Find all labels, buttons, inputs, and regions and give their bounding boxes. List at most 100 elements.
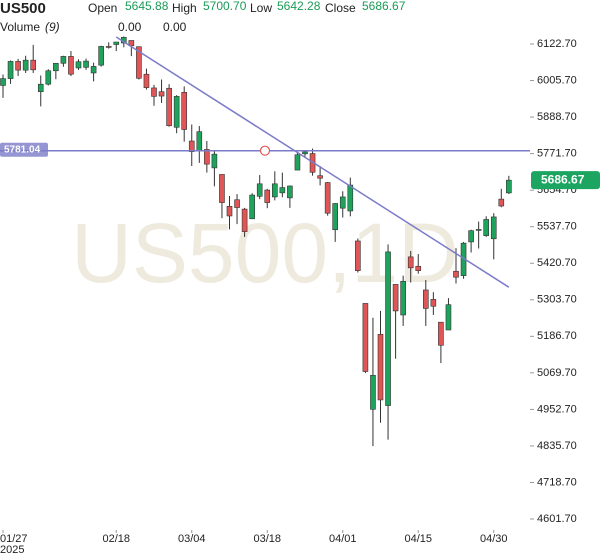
candle-body bbox=[181, 92, 187, 130]
volume-period: (9) bbox=[45, 20, 60, 34]
open-label: Open bbox=[88, 1, 117, 15]
candle-body bbox=[241, 208, 248, 232]
plot-area: US500,1D bbox=[0, 36, 530, 447]
x-tick-label: 03/18 bbox=[253, 533, 281, 545]
candle-body bbox=[392, 284, 399, 312]
candle-body bbox=[234, 199, 240, 208]
candle-body bbox=[166, 87, 172, 127]
candle-body bbox=[279, 187, 286, 194]
x-tick-label: 04/01 bbox=[329, 533, 357, 545]
candle-body bbox=[15, 61, 21, 71]
candle-body bbox=[332, 203, 339, 231]
candle-body bbox=[53, 62, 59, 72]
candle-body bbox=[196, 131, 203, 151]
candle-body bbox=[219, 174, 225, 203]
candle-body bbox=[151, 87, 157, 97]
candle-body bbox=[22, 59, 29, 71]
x-tick-label: 02/18 bbox=[102, 533, 130, 545]
candle-body bbox=[483, 219, 490, 236]
hline-tag bbox=[0, 142, 48, 157]
candle-body bbox=[264, 189, 271, 203]
candle-body bbox=[324, 182, 331, 214]
y-tick-label: 5888.70 bbox=[537, 111, 577, 123]
y-tick-label: 6122.70 bbox=[537, 38, 577, 50]
candle-body bbox=[7, 61, 14, 79]
y-tick-label: 5069.70 bbox=[537, 367, 577, 379]
alert-marker bbox=[259, 145, 271, 156]
candle-body bbox=[226, 206, 233, 217]
y-tick-label: 6005.70 bbox=[537, 74, 577, 86]
candle-body bbox=[136, 46, 142, 79]
candle-body bbox=[0, 78, 6, 86]
candle-body bbox=[158, 91, 165, 97]
low-label: Low bbox=[250, 1, 272, 15]
y-tick-label: 4718.70 bbox=[537, 476, 577, 488]
candle-body bbox=[407, 256, 414, 269]
x-year-label: 2025 bbox=[0, 544, 24, 556]
candle-body bbox=[430, 299, 437, 307]
candle-body bbox=[453, 270, 459, 278]
candle-body bbox=[385, 251, 391, 406]
close-value: 5686.67 bbox=[362, 0, 406, 13]
y-tick-label: 5771.70 bbox=[537, 148, 577, 160]
candle-body bbox=[339, 196, 346, 209]
x-tick-label: 04/30 bbox=[480, 533, 508, 545]
y-tick-label: 4601.70 bbox=[537, 513, 577, 525]
candle-body bbox=[302, 151, 308, 155]
candle-body bbox=[415, 265, 422, 271]
candle-body bbox=[294, 154, 301, 171]
candle-body bbox=[347, 184, 354, 212]
y-tick-label: 5186.70 bbox=[537, 330, 577, 342]
volume-value: 0.00 bbox=[118, 20, 142, 34]
candle-body bbox=[173, 96, 180, 128]
high-value: 5700.70 bbox=[203, 0, 247, 13]
candle-body bbox=[438, 321, 444, 346]
x-tick-label: 04/15 bbox=[404, 533, 432, 545]
high-label: High bbox=[172, 1, 197, 15]
x-tick-label: 03/04 bbox=[178, 533, 206, 545]
candle-body bbox=[422, 289, 429, 309]
candle-body bbox=[256, 183, 263, 197]
volume-value: 0.00 bbox=[163, 20, 187, 34]
candle-body bbox=[45, 70, 52, 85]
candle-body bbox=[271, 183, 278, 198]
candle-body bbox=[30, 59, 37, 71]
candle-body bbox=[490, 216, 497, 240]
candle-body bbox=[113, 41, 120, 45]
candle-body bbox=[37, 83, 44, 92]
candle-body bbox=[68, 56, 74, 75]
candle-body bbox=[98, 46, 104, 66]
candle-body bbox=[211, 153, 218, 169]
last-price-tag bbox=[531, 171, 600, 190]
y-tick-label: 5420.70 bbox=[537, 257, 577, 269]
candle-body bbox=[60, 56, 67, 64]
candle-body bbox=[370, 374, 376, 410]
candle-body bbox=[83, 60, 89, 68]
y-tick-label: 4952.70 bbox=[537, 403, 577, 415]
close-label: Close bbox=[325, 1, 356, 15]
trend-line bbox=[115, 36, 510, 288]
candle-body bbox=[105, 46, 112, 48]
candle-body bbox=[188, 140, 195, 152]
hline-label: 5781.04 bbox=[4, 144, 41, 155]
x-tick-label: 01/27 bbox=[0, 533, 28, 545]
candle-body bbox=[498, 198, 505, 207]
volume-label: Volume bbox=[0, 20, 40, 34]
candle-body bbox=[377, 334, 384, 401]
candle-body bbox=[75, 61, 82, 69]
y-tick-label: 4835.70 bbox=[537, 440, 577, 452]
candle-body bbox=[362, 303, 369, 372]
candle-body bbox=[90, 66, 97, 74]
candle-body bbox=[445, 304, 452, 331]
candle-body bbox=[400, 280, 406, 316]
candle-body bbox=[468, 230, 474, 243]
open-value: 5645.88 bbox=[125, 0, 169, 13]
last-price-label: 5686.67 bbox=[541, 172, 585, 186]
candle-body bbox=[287, 185, 293, 199]
candle-body bbox=[249, 194, 255, 220]
y-tick-label: 5303.70 bbox=[537, 294, 577, 306]
candle-body bbox=[506, 179, 512, 194]
candle-body bbox=[317, 175, 323, 179]
candle-body bbox=[204, 149, 210, 165]
